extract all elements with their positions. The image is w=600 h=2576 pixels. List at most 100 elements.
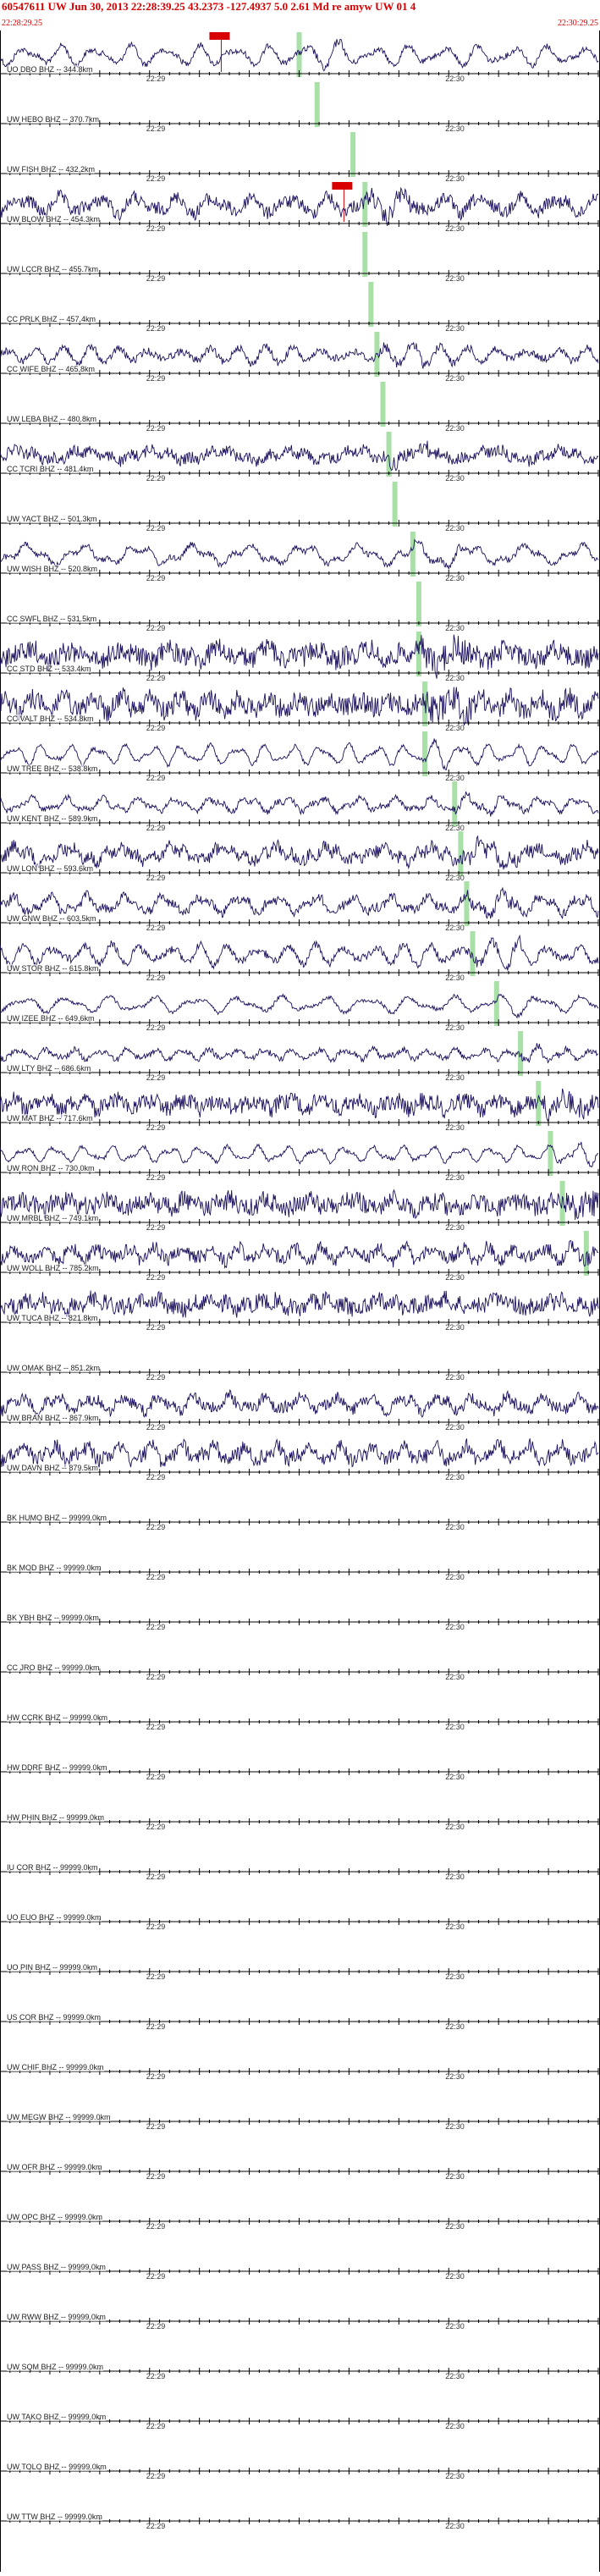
minute-tick-label: 22:29 [146, 624, 166, 632]
pick-marker [464, 881, 470, 926]
minute-tick-label: 22:30 [445, 2372, 465, 2380]
station-label: UW BRAN BHZ -- 867.9km [7, 1414, 99, 1422]
station-label: UW LCCR BHZ -- 455.7km [7, 265, 99, 273]
station-label: UW GNW BHZ -- 603.5km [7, 914, 96, 923]
minute-tick-label: 22:30 [445, 2172, 465, 2181]
station-label: BK YBH BHZ -- 99999.0km [7, 1613, 99, 1622]
station-label: UW TOLO BHZ -- 99999.0km [7, 2463, 107, 2471]
waveform-trace [0, 835, 599, 870]
station-label: CC JRO BHZ -- 99999.0km [7, 1663, 100, 1672]
station-label: UW STOR BHZ -- 615.8km [7, 964, 99, 973]
traces-svg [0, 30, 600, 2572]
pick-marker [559, 1181, 565, 1226]
station-label: UW WISH BHZ -- 520.8km [7, 565, 98, 573]
minute-tick-label: 22:30 [445, 1523, 465, 1531]
waveform-trace [0, 1043, 599, 1064]
pick-flag [209, 32, 230, 40]
minute-tick-label: 22:29 [146, 924, 166, 932]
minute-tick-label: 22:29 [146, 2122, 166, 2131]
minute-tick-label: 22:29 [146, 2272, 166, 2281]
station-label: UW LTY BHZ -- 686.6km [7, 1064, 91, 1073]
waveform-trace [0, 791, 599, 817]
waveform-trace [0, 1189, 599, 1221]
waveform-trace [0, 634, 599, 679]
minute-tick-label: 22:29 [146, 174, 166, 183]
minute-tick-label: 22:29 [146, 674, 166, 682]
station-label: UW RON BHZ -- 730.0km [7, 1164, 95, 1172]
end-time-label: 22:30:29.25 [557, 19, 598, 28]
minute-tick-label: 22:30 [445, 1073, 465, 1082]
minute-tick-label: 22:29 [146, 2372, 166, 2380]
minute-tick-label: 22:30 [445, 1773, 465, 1781]
minute-tick-label: 22:30 [445, 224, 465, 233]
minute-tick-label: 22:30 [445, 524, 465, 532]
pick-marker [470, 931, 476, 976]
minute-tick-label: 22:29 [146, 824, 166, 832]
minute-tick-label: 22:30 [445, 274, 465, 283]
minute-tick-label: 22:30 [445, 1323, 465, 1332]
station-label: IU COR BHZ -- 99999.0km [7, 1863, 98, 1872]
pick-marker [392, 482, 398, 527]
minute-tick-label: 22:29 [146, 1873, 166, 1881]
minute-tick-label: 22:30 [445, 974, 465, 982]
station-label: UO EUO BHZ -- 99999.0km [7, 1913, 102, 1922]
minute-tick-label: 22:29 [146, 1972, 166, 1981]
station-label: UW LEBA BHZ -- 480.8km [7, 415, 97, 423]
minute-tick-label: 22:30 [445, 1723, 465, 1731]
minute-tick-label: 22:29 [146, 224, 166, 233]
minute-tick-label: 22:29 [146, 774, 166, 782]
pick-marker [548, 1131, 553, 1176]
minute-tick-label: 22:30 [445, 624, 465, 632]
minute-tick-label: 22:30 [445, 1273, 465, 1282]
event-title: 60547611 UW Jun 30, 2013 22:28:39.25 43.… [2, 0, 416, 13]
waveform-trace [0, 186, 599, 226]
pick-flag [332, 182, 353, 190]
minute-tick-label: 22:29 [146, 274, 166, 283]
minute-tick-label: 22:30 [445, 2522, 465, 2530]
minute-tick-label: 22:29 [146, 324, 166, 333]
pick-marker [452, 781, 458, 826]
minute-tick-label: 22:30 [445, 1972, 465, 1981]
minute-tick-label: 22:29 [146, 1573, 166, 1581]
minute-tick-label: 22:29 [146, 524, 166, 532]
minute-tick-label: 22:30 [445, 424, 465, 433]
pick-marker [458, 831, 464, 876]
pick-marker [368, 282, 374, 327]
minute-tick-label: 22:30 [445, 374, 465, 383]
minute-tick-label: 22:29 [146, 1073, 166, 1082]
minute-tick-label: 22:30 [445, 2122, 465, 2131]
minute-tick-label: 22:30 [445, 824, 465, 832]
minute-tick-label: 22:29 [146, 1173, 166, 1182]
minute-tick-label: 22:29 [146, 1723, 166, 1731]
station-label: UW DAVN BHZ -- 879.5km [7, 1464, 98, 1472]
pick-marker [386, 432, 392, 477]
waveform-trace [0, 738, 599, 771]
start-time-label: 22:28:29.25 [2, 19, 43, 28]
station-label: UW RWW BHZ -- 99999.0km [7, 2313, 106, 2321]
minute-tick-label: 22:29 [146, 2172, 166, 2181]
station-label: UW MRBL BHZ -- 749.1km [7, 1214, 99, 1222]
minute-tick-label: 22:30 [445, 2472, 465, 2480]
station-label: UW TREE BHZ -- 538.8km [7, 764, 98, 773]
pick-marker [536, 1081, 542, 1126]
pick-marker [380, 382, 386, 427]
minute-tick-label: 22:29 [146, 2472, 166, 2480]
minute-tick-label: 22:29 [146, 1023, 166, 1032]
station-label: UW MEGW BHZ -- 99999.0km [7, 2113, 111, 2121]
minute-tick-label: 22:29 [146, 1323, 166, 1332]
station-label: CC PRLK BHZ -- 457.4km [7, 315, 96, 323]
pick-marker [518, 1031, 524, 1076]
minute-tick-label: 22:30 [445, 2072, 465, 2081]
minute-tick-label: 22:30 [445, 874, 465, 882]
minute-tick-label: 22:30 [445, 1823, 465, 1831]
station-label: CC SWFL BHZ -- 531.5km [7, 615, 97, 623]
waveform-trace [0, 687, 599, 726]
station-label: UW YACT BHZ -- 501.3km [7, 515, 97, 523]
minute-tick-label: 22:29 [146, 1423, 166, 1431]
station-label: CC STD BHZ -- 533.4km [7, 665, 91, 673]
minute-tick-label: 22:30 [445, 1173, 465, 1182]
minute-tick-label: 22:30 [445, 2022, 465, 2031]
minute-tick-label: 22:29 [146, 2072, 166, 2081]
station-label: UW BLOW BHZ -- 454.3km [7, 215, 101, 223]
waveform-trace [0, 38, 599, 72]
